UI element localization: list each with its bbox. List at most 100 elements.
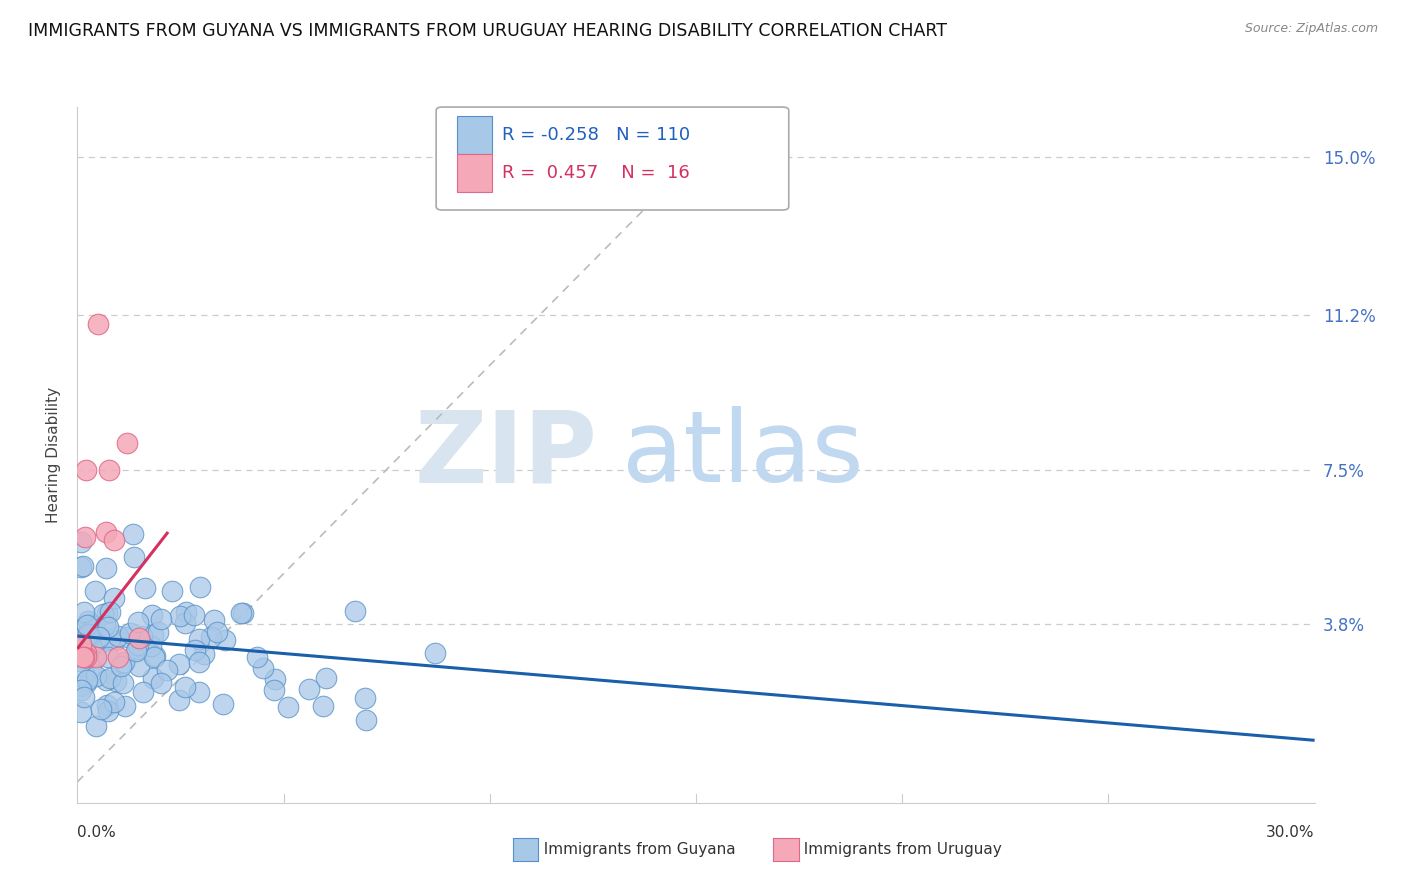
Point (80, 661, 103, 675)
Point (84, 584, 107, 599)
Point (105, 673, 128, 688)
Point (423, 646, 446, 660)
Point (174, 615, 197, 630)
Point (83, 639, 105, 653)
Point (87, 630, 110, 644)
Point (70, 535, 93, 549)
Point (70, 679, 93, 693)
Point (97, 704, 120, 718)
Point (231, 606, 253, 620)
Point (149, 612, 172, 626)
Point (112, 655, 135, 669)
Text: Immigrants from Guyana: Immigrants from Guyana (534, 842, 735, 856)
Point (127, 615, 149, 629)
Point (252, 661, 274, 675)
Point (70, 655, 93, 669)
Point (72, 640, 94, 654)
Point (212, 697, 235, 711)
Point (76, 673, 98, 687)
Point (73, 666, 96, 681)
Point (356, 714, 378, 728)
Point (73, 650, 96, 665)
Point (84, 668, 107, 682)
FancyBboxPatch shape (457, 154, 492, 193)
Point (94, 673, 117, 687)
Point (162, 584, 184, 599)
Point (97, 463, 120, 477)
Point (167, 657, 190, 671)
Point (84, 650, 107, 665)
Text: R = -0.258   N = 110: R = -0.258 N = 110 (502, 126, 690, 144)
Point (174, 605, 197, 619)
Point (156, 664, 179, 678)
Point (150, 676, 173, 690)
Point (107, 650, 129, 665)
Text: R =  0.457    N =  16: R = 0.457 N = 16 (502, 164, 689, 182)
Point (112, 676, 135, 690)
Point (86, 628, 108, 642)
Point (96, 698, 118, 713)
Point (75, 676, 97, 690)
Point (73, 690, 96, 705)
Point (354, 690, 377, 705)
Point (107, 629, 129, 643)
Point (93, 607, 115, 621)
Point (174, 681, 197, 695)
Text: 30.0%: 30.0% (1267, 825, 1315, 840)
Point (103, 695, 125, 709)
Point (264, 672, 287, 686)
Point (298, 682, 321, 697)
Point (193, 648, 215, 662)
Point (122, 549, 145, 564)
Point (127, 638, 149, 652)
Point (79, 628, 101, 642)
Point (128, 658, 150, 673)
FancyBboxPatch shape (436, 107, 789, 210)
Point (311, 698, 333, 713)
Point (97, 649, 120, 664)
Text: atlas: atlas (621, 407, 863, 503)
Point (142, 628, 165, 642)
Point (145, 648, 167, 663)
Point (94, 561, 117, 575)
Point (83, 619, 105, 633)
Point (167, 692, 190, 706)
Point (79, 622, 101, 636)
Point (188, 632, 211, 646)
Point (103, 533, 125, 548)
Point (263, 683, 285, 698)
Point (183, 608, 205, 623)
Point (141, 639, 163, 653)
Point (83, 648, 105, 663)
Point (141, 607, 163, 622)
Point (70, 682, 93, 697)
Point (77, 614, 100, 628)
Point (76, 618, 98, 632)
Point (104, 632, 127, 647)
Point (344, 604, 367, 618)
Point (122, 527, 145, 541)
Point (72, 634, 94, 648)
Point (75, 646, 97, 660)
Point (100, 605, 122, 619)
Point (103, 591, 125, 606)
Point (134, 581, 156, 595)
Point (118, 626, 141, 640)
Point (232, 606, 254, 620)
Point (214, 633, 236, 648)
Point (93, 617, 115, 632)
Text: ZIP: ZIP (415, 407, 598, 503)
Point (146, 624, 169, 639)
Point (73, 530, 96, 544)
Text: IMMIGRANTS FROM GUYANA VS IMMIGRANTS FROM URUGUAY HEARING DISABILITY CORRELATION: IMMIGRANTS FROM GUYANA VS IMMIGRANTS FRO… (28, 22, 948, 40)
Point (96, 524, 118, 539)
Point (98, 671, 121, 685)
Point (277, 699, 299, 714)
Point (110, 658, 132, 673)
Point (143, 649, 166, 664)
Point (76, 627, 98, 641)
Point (70, 705, 93, 719)
Point (128, 631, 150, 645)
Point (125, 644, 148, 658)
Point (73, 606, 96, 620)
